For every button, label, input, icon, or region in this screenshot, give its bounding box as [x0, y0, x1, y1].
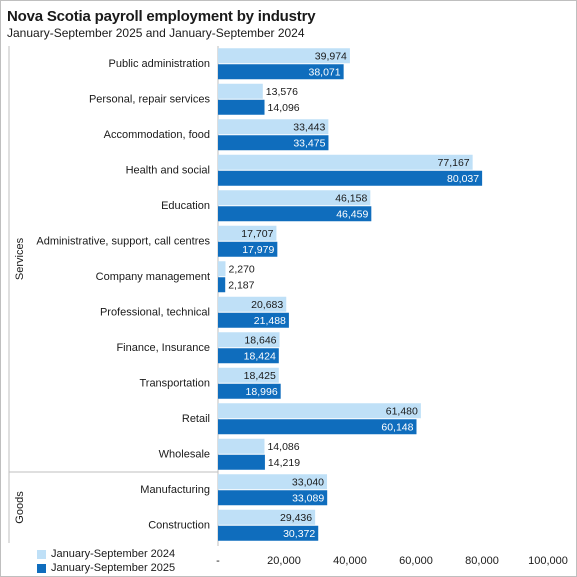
chart-legend: January-September 2024 January-September … — [37, 547, 175, 575]
bar-series-2025 — [218, 419, 417, 435]
bar-series-2025 — [218, 312, 289, 328]
data-label: 18,425 — [244, 370, 276, 382]
bar-series-2025 — [218, 454, 265, 470]
x-tick-label: 80,000 — [465, 555, 499, 567]
legend-label: January-September 2024 — [51, 548, 176, 560]
category-label: Administrative, support, call centres — [36, 235, 210, 247]
data-label: 14,096 — [268, 102, 300, 114]
data-label: 20,683 — [251, 299, 283, 311]
x-tick-label: - — [216, 555, 220, 567]
bar-series-2024 — [218, 119, 329, 135]
bar-series-2024 — [218, 332, 280, 348]
bar-series-2025 — [218, 206, 372, 222]
group-label-services: Services — [14, 237, 26, 280]
x-tick-label: 60,000 — [399, 555, 433, 567]
category-label: Retail — [182, 413, 210, 425]
data-label: 2,270 — [228, 263, 254, 275]
bar-series-2025 — [218, 64, 344, 80]
category-label: Transportation — [139, 377, 210, 389]
data-label: 29,436 — [280, 512, 312, 524]
category-label: Accommodation, food — [104, 129, 210, 141]
bar-series-2024 — [218, 438, 265, 454]
x-tick-label: 40,000 — [333, 555, 367, 567]
data-label: 46,158 — [335, 192, 367, 204]
data-label: 2,187 — [228, 279, 254, 291]
category-label: Health and social — [126, 164, 210, 176]
category-label: Personal, repair services — [89, 93, 211, 105]
bar-series-2024 — [218, 261, 226, 277]
bar-series-2025 — [218, 383, 281, 399]
bar-series-2024 — [218, 367, 279, 383]
category-label: Construction — [148, 519, 210, 531]
data-label: 17,707 — [241, 228, 273, 240]
bar-series-2024 — [218, 474, 328, 490]
category-label: Professional, technical — [100, 306, 210, 318]
data-label: 13,576 — [266, 86, 298, 98]
category-label: Finance, Insurance — [116, 342, 210, 354]
data-label: 33,475 — [293, 137, 325, 149]
data-label: 80,037 — [447, 173, 479, 185]
category-label: Public administration — [109, 58, 211, 70]
data-label: 18,996 — [246, 386, 278, 398]
data-label: 30,372 — [283, 528, 315, 540]
legend-item: January-September 2025 — [37, 561, 175, 575]
data-label: 21,488 — [254, 315, 286, 327]
data-label: 17,979 — [242, 244, 274, 256]
data-label: 61,480 — [386, 405, 418, 417]
data-label: 33,089 — [292, 492, 324, 504]
legend-swatch — [37, 549, 46, 559]
data-label: 46,459 — [336, 208, 368, 220]
category-label: Wholesale — [159, 448, 210, 460]
legend-label: January-September 2025 — [51, 562, 176, 574]
data-label: 33,443 — [293, 121, 325, 133]
bar-series-2025 — [218, 170, 483, 186]
bar-series-2025 — [218, 135, 329, 151]
data-label: 39,974 — [315, 50, 347, 62]
bar-series-2025 — [218, 277, 226, 293]
legend-swatch — [37, 563, 46, 573]
data-label: 14,219 — [268, 457, 300, 469]
bar-series-2025 — [218, 99, 265, 115]
bar-series-2025 — [218, 241, 278, 257]
data-label: 77,167 — [438, 157, 470, 169]
data-label: 33,040 — [292, 476, 324, 488]
data-label: 60,148 — [381, 421, 413, 433]
bar-series-2024 — [218, 83, 263, 99]
bar-series-2024 — [218, 48, 350, 64]
bar-series-2025 — [218, 348, 279, 364]
x-tick-label: 20,000 — [267, 555, 301, 567]
group-label-goods: Goods — [14, 491, 26, 524]
data-label: 38,071 — [309, 66, 341, 78]
category-label: Manufacturing — [140, 484, 210, 496]
bar-series-2025 — [218, 490, 328, 506]
data-label: 18,646 — [244, 334, 276, 346]
data-label: 18,424 — [244, 350, 276, 362]
chart-title: Nova Scotia payroll employment by indust… — [7, 8, 316, 25]
category-label: Education — [161, 200, 210, 212]
bar-series-2024 — [218, 296, 287, 312]
bar-series-2024 — [218, 154, 473, 170]
category-label: Company management — [96, 271, 210, 283]
bar-series-2025 — [218, 525, 319, 541]
data-label: 14,086 — [267, 441, 299, 453]
bar-series-2024 — [218, 403, 421, 419]
bar-series-2024 — [218, 225, 277, 241]
chart-subtitle: January-September 2025 and January-Septe… — [7, 26, 305, 40]
x-tick-label: 100,000 — [528, 555, 568, 567]
bar-series-2024 — [218, 190, 371, 206]
legend-item: January-September 2024 — [37, 547, 175, 561]
bar-series-2024 — [218, 509, 316, 525]
